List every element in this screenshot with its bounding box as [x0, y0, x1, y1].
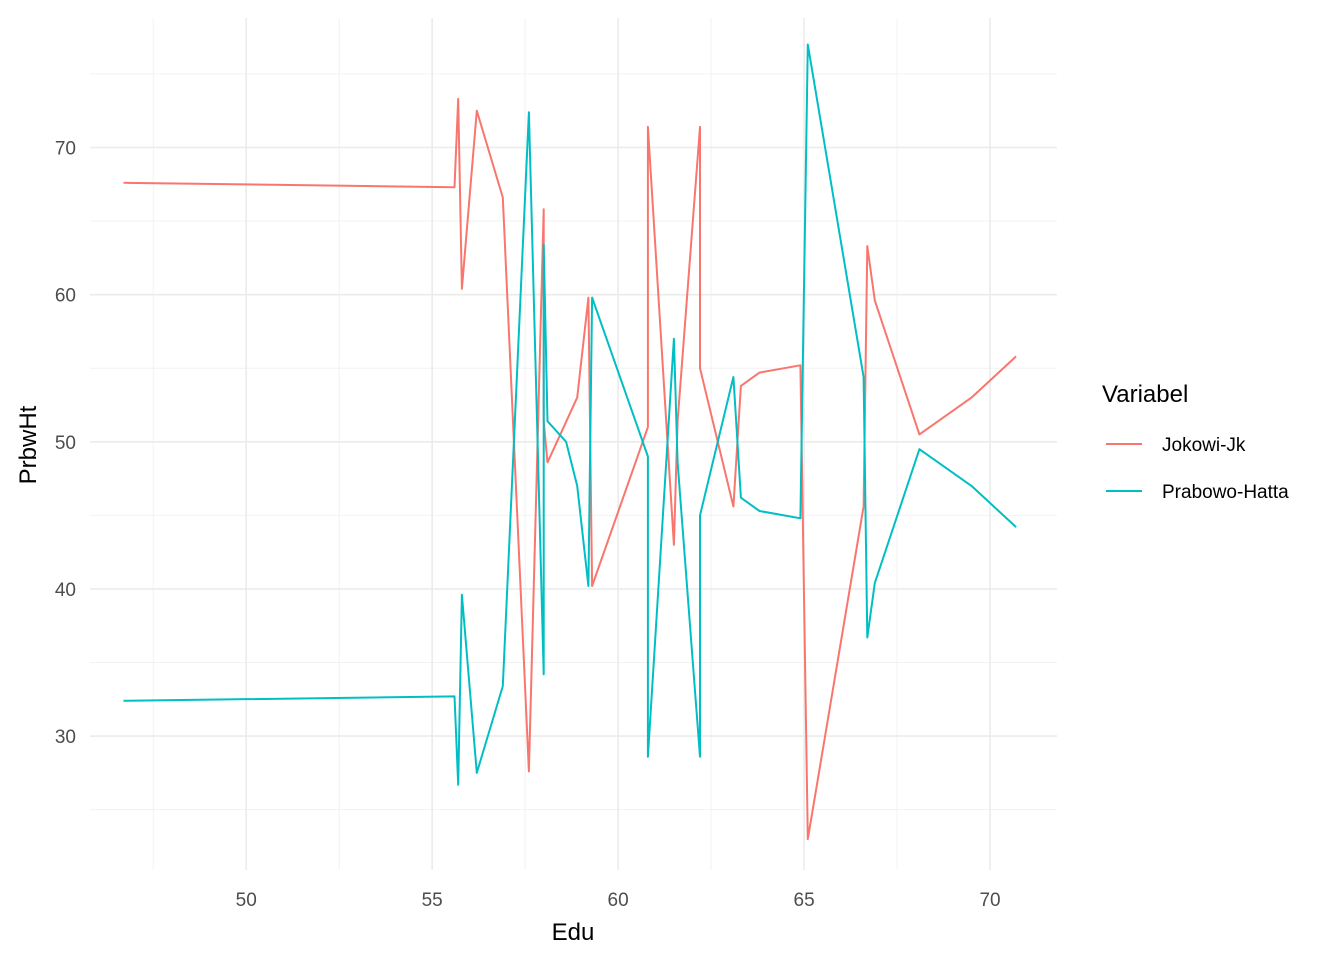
y-tick-label: 70 [55, 138, 76, 159]
series-line [123, 97, 1017, 841]
legend: Variabel Jokowi-Jk Prabowo-Hatta [1102, 381, 1289, 503]
grid-major [90, 18, 1057, 870]
y-tick-label: 30 [55, 727, 76, 748]
y-tick-label: 60 [55, 286, 76, 307]
legend-label: Prabowo-Hatta [1162, 482, 1289, 503]
grid-minor [90, 18, 1057, 870]
x-tick-label: 65 [794, 890, 815, 911]
y-tick-label: 40 [55, 580, 76, 601]
legend-label: Jokowi-Jk [1162, 435, 1246, 456]
x-tick-label: 50 [236, 890, 257, 911]
series-layer [123, 43, 1017, 841]
x-tick-label: 70 [979, 890, 1000, 911]
series-line [123, 43, 1017, 786]
x-tick-label: 60 [608, 890, 629, 911]
x-axis-ticks: 50 55 60 65 70 [236, 890, 1001, 911]
x-tick-label: 55 [422, 890, 443, 911]
y-tick-label: 50 [55, 433, 76, 454]
y-axis-ticks: 30 40 50 60 70 [55, 138, 76, 748]
legend-title: Variabel [1102, 381, 1188, 408]
x-axis-title: Edu [552, 919, 595, 946]
legend-items: Jokowi-Jk Prabowo-Hatta [1106, 435, 1289, 503]
y-axis-title: PrbwHt [15, 405, 42, 484]
